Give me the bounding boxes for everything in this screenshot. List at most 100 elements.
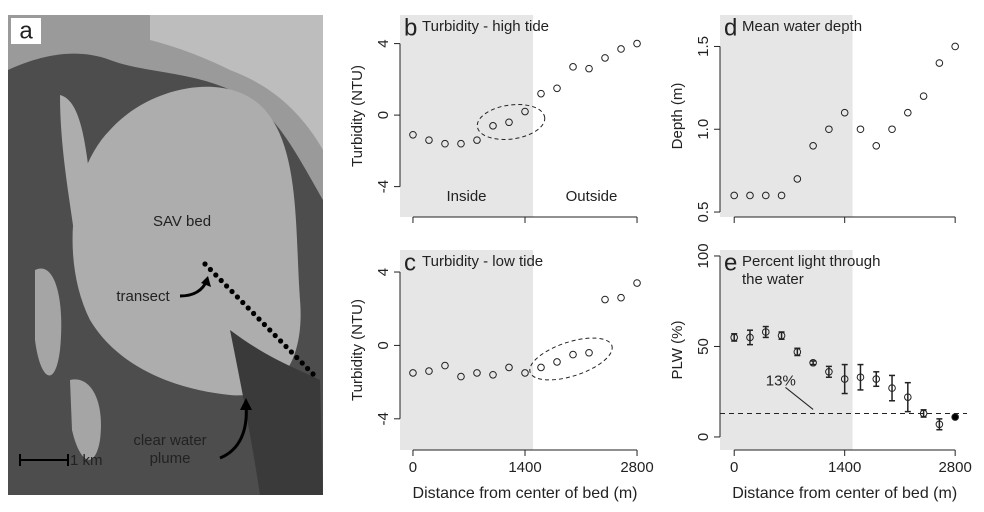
data-point [489, 370, 497, 379]
data-point [761, 191, 770, 200]
data-point [935, 59, 944, 67]
data-point [856, 373, 865, 382]
x-axis-label: Distance from center of bed (m) [413, 485, 638, 502]
panel-title: Mean water depth [742, 18, 862, 35]
data-point [840, 375, 849, 383]
data-point [825, 368, 833, 376]
data-point [633, 39, 641, 48]
x-tick-label: 0 [730, 459, 738, 476]
data-point [730, 191, 739, 200]
data-point [601, 295, 609, 304]
x-tick-label: 1400 [508, 459, 541, 476]
data-point [409, 130, 417, 139]
data-point [777, 191, 786, 200]
y-tick-label: -4 [375, 412, 392, 425]
data-point [409, 369, 417, 377]
reference-label: 13% [766, 372, 796, 389]
data-point [951, 413, 959, 421]
data-point [457, 139, 465, 148]
y-axis-label: Turbidity (NTU) [349, 65, 366, 167]
data-point [489, 122, 497, 130]
data-point [601, 54, 609, 62]
data-point [441, 139, 449, 148]
shaded-region [400, 250, 534, 450]
annotation: Inside [446, 188, 486, 205]
data-point [553, 84, 561, 93]
highlight-ellipse [476, 104, 546, 140]
data-point [935, 420, 944, 429]
x-tick-label: 0 [409, 459, 417, 476]
panel-label: d [724, 14, 737, 41]
y-tick-label: 4 [375, 39, 392, 47]
data-point [425, 367, 433, 375]
map-label: transect [116, 288, 170, 305]
panel-label: a [19, 17, 33, 44]
y-tick-label: 0 [695, 433, 712, 441]
data-point [521, 369, 529, 377]
shaded-region [720, 250, 853, 450]
data-point [746, 191, 754, 200]
data-point [553, 358, 561, 366]
shaded-region [720, 15, 853, 217]
data-point [441, 361, 449, 370]
transect-dots [202, 261, 316, 377]
x-tick-label: 2800 [620, 459, 653, 476]
data-point [505, 118, 513, 127]
y-axis-label: PLW (%) [669, 321, 686, 380]
data-point [761, 328, 770, 336]
data-point [840, 108, 849, 117]
y-tick-label: 0 [375, 111, 392, 119]
data-point [617, 293, 625, 302]
y-tick-label: 50 [695, 338, 712, 355]
data-point [904, 393, 912, 401]
data-point [585, 348, 593, 357]
y-axis-label: Depth (m) [669, 83, 686, 150]
data-point [777, 331, 786, 340]
data-point [537, 89, 545, 98]
data-point [473, 369, 481, 377]
panel-label: b [404, 14, 417, 41]
y-tick-label: 0 [375, 341, 392, 349]
panel-title: the water [742, 271, 804, 288]
data-point [505, 363, 513, 372]
scale-bar-label: 1 km [70, 452, 103, 469]
y-tick-label: 4 [375, 268, 392, 276]
aerial-image: a SAV bed transect clear water plume 1 km [8, 15, 323, 495]
highlight-ellipse [529, 337, 613, 381]
y-axis-label: Turbidity (NTU) [349, 299, 366, 401]
y-tick-label: 100 [695, 243, 712, 268]
data-point [793, 348, 802, 356]
data-point [809, 142, 817, 150]
data-point [730, 333, 739, 342]
annotation: Outside [566, 188, 618, 205]
y-tick-label: 0.5 [695, 202, 712, 223]
data-point [457, 372, 465, 381]
data-point [872, 142, 881, 150]
y-tick-label: 1.5 [695, 36, 712, 57]
panel-label: c [404, 249, 416, 276]
reference-arrow [785, 387, 814, 410]
y-tick-label: -4 [375, 180, 392, 193]
data-point [793, 175, 802, 183]
data-point [888, 125, 896, 134]
panel-title: Turbidity - high tide [422, 18, 549, 35]
panel-label: e [724, 249, 737, 276]
data-point [569, 63, 577, 71]
data-point [856, 125, 865, 134]
data-point [872, 375, 881, 383]
data-point [825, 125, 833, 134]
data-point [473, 136, 481, 144]
y-tick-label: 1.0 [695, 119, 712, 140]
panel-title: Turbidity - low tide [422, 253, 543, 270]
data-point [746, 333, 754, 342]
data-point [585, 64, 593, 73]
data-point [569, 350, 577, 359]
data-point [617, 45, 625, 53]
data-point [904, 108, 912, 117]
data-point [633, 279, 641, 287]
data-point [919, 409, 928, 418]
data-point [425, 136, 433, 144]
panel-title: Percent light through [742, 253, 880, 270]
x-axis-label: Distance from center of bed (m) [732, 485, 957, 502]
